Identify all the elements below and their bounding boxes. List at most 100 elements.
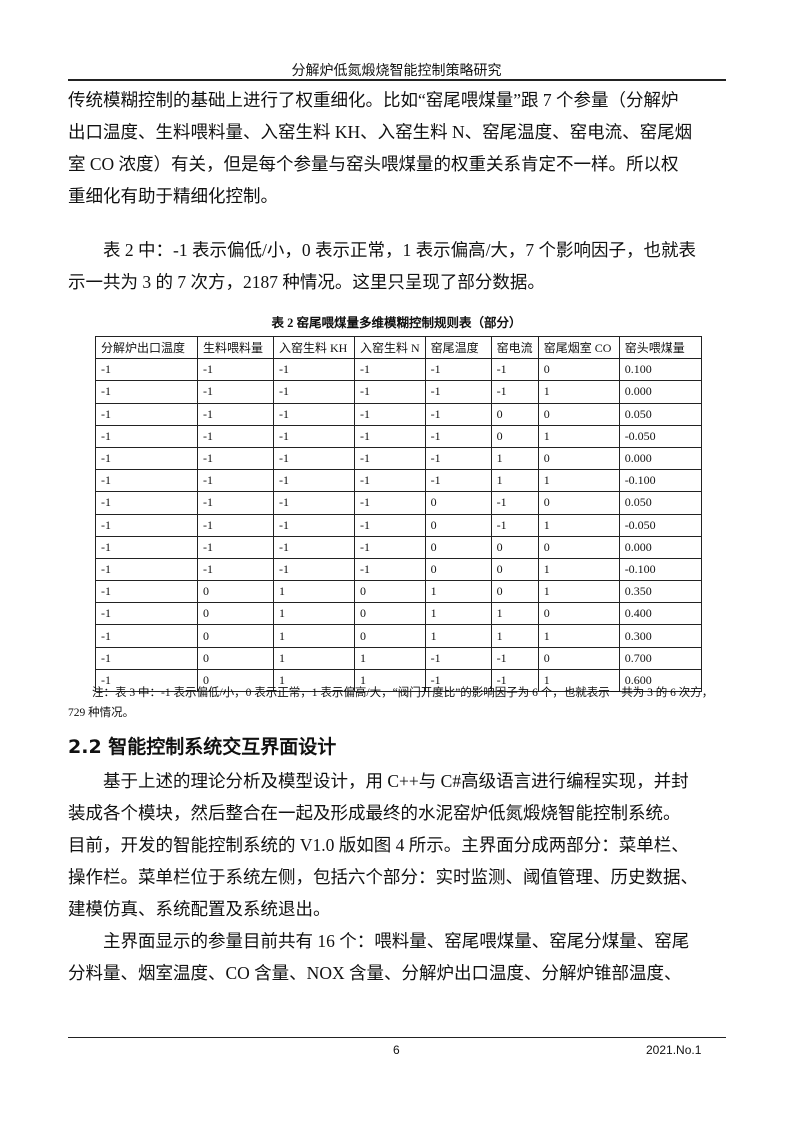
table-cell: -1	[95, 402, 198, 426]
table-cell: -1	[354, 469, 426, 493]
text-line: 目前，开发的智能控制系统的 V1.0 版如图 4 所示。主界面分成两部分：菜单栏…	[68, 835, 689, 855]
table-cell: 0	[490, 580, 539, 604]
table-cell: 1	[273, 580, 355, 604]
paragraph-2: 表 2 中：-1 表示偏低/小，0 表示正常，1 表示偏高/大，7 个影响因子，…	[68, 234, 728, 298]
table-cell: -1	[273, 402, 355, 426]
table-cell: 1	[537, 580, 620, 604]
table-cell: 1	[537, 469, 620, 493]
table-cell: 0	[537, 646, 620, 670]
column-header: 窑尾温度	[424, 335, 492, 360]
table-cell: 0	[537, 446, 620, 471]
table-cell: 1	[273, 646, 355, 670]
table-cell: 0.000	[618, 535, 702, 559]
table-cell: -1	[354, 424, 426, 448]
table-cell: 0	[424, 557, 492, 582]
column-header: 分解炉出口温度	[95, 335, 198, 360]
table-cell: 0	[424, 513, 492, 537]
table-cell: -0.100	[618, 469, 702, 493]
table-cell: 0.050	[618, 491, 702, 515]
table-cell: 1	[537, 424, 620, 448]
table-cell: -1	[424, 380, 492, 404]
table-cell: 1	[490, 624, 539, 648]
table-row: -1 -1 -1 -1 -1 1 1 -0.100	[95, 469, 702, 493]
table-cell: 1	[354, 646, 426, 670]
table-cell: 0.700	[618, 646, 702, 670]
table-cell: -1	[95, 446, 198, 471]
table-cell: 0	[537, 491, 620, 515]
table-cell: -1	[490, 513, 539, 537]
table-cell: -1	[354, 513, 426, 537]
table-cell: -1	[197, 358, 274, 382]
table-row: -1 0 1 1 -1 -1 0 0.700	[95, 646, 702, 670]
table-row: -1 -1 -1 -1 -1 0 1 -0.050	[95, 424, 702, 448]
header-rule	[68, 79, 726, 81]
table-cell: -1	[197, 513, 274, 537]
table-cell: 0	[424, 535, 492, 559]
table-cell: 1	[273, 624, 355, 648]
table-cell: -1	[490, 646, 539, 670]
table-row: -1 -1 -1 -1 -1 -1 1 0.000	[95, 380, 702, 404]
table-cell: -1	[273, 557, 355, 582]
table-cell: 0.000	[618, 380, 702, 404]
table-cell: -1	[424, 424, 492, 448]
table-cell: 1	[490, 469, 539, 493]
table-cell: -1	[273, 424, 355, 448]
table-cell: -1	[354, 402, 426, 426]
table-cell: -1	[197, 469, 274, 493]
text-line: 重细化有助于精细化控制。	[68, 186, 278, 206]
table-cell: -1	[273, 513, 355, 537]
column-header: 入窑生料 KH	[273, 335, 355, 360]
table-cell: 0.400	[618, 602, 702, 626]
table-cell: 1	[490, 602, 539, 626]
rule-table: 分解炉出口温度 生料喂料量 入窑生料 KH 入窑生料 N 窑尾温度 窑电流 窑尾烟室 CO 窑…	[95, 335, 702, 693]
running-header: 分解炉低氮煅烧智能控制策略研究	[291, 64, 502, 79]
table-cell: -1	[95, 358, 198, 382]
table-row: -1 0 1 0 1 1 1 0.300	[95, 624, 702, 648]
table-cell: -0.100	[618, 557, 702, 582]
table-row: -1 -1 -1 -1 0 -1 1 -0.050	[95, 513, 702, 537]
note-line: 729 种情况。	[68, 707, 135, 719]
table-cell: 1	[273, 668, 355, 693]
text-line: 出口温度、生料喂料量、入窑生料 KH、入窑生料 N、窑尾温度、窑电流、窑尾烟	[68, 122, 693, 142]
text-line: 分料量、烟室温度、CO 含量、NOX 含量、分解炉出口温度、分解炉锥部温度、	[68, 963, 682, 983]
table-cell: -1	[354, 446, 426, 471]
table-cell: -1	[95, 424, 198, 448]
table-cell: -1	[95, 646, 198, 670]
table-row: -1 0 1 1 -1 -1 1 0.600	[95, 668, 702, 693]
table-cell: -1	[197, 446, 274, 471]
table-cell: 0	[490, 424, 539, 448]
table-cell: 0	[197, 646, 274, 670]
table-cell: -1	[424, 358, 492, 382]
table-cell: -1	[197, 535, 274, 559]
column-header: 入窑生料 N	[354, 335, 426, 360]
column-header: 窑尾烟室 CO	[537, 335, 620, 360]
table-cell: 1	[424, 602, 492, 626]
table-cell: -1	[197, 380, 274, 404]
table-cell: 0	[424, 491, 492, 515]
table-cell: 0	[537, 358, 620, 382]
issue-number: 2021.No.1	[646, 1043, 702, 1057]
table-cell: 0.350	[618, 580, 702, 604]
table-caption: 表 2 窑尾喂煤量多维模糊控制规则表（部分）	[271, 316, 522, 330]
table-row: -1 -1 -1 -1 -1 -1 0 0.100	[95, 358, 702, 382]
table-cell: -1	[273, 446, 355, 471]
table-cell: 1	[537, 557, 620, 582]
table-cell: 1	[424, 624, 492, 648]
table-cell: 0.100	[618, 358, 702, 382]
table-cell: 0.050	[618, 402, 702, 426]
table-cell: -1	[95, 602, 198, 626]
section-heading: 2.2 智能控制系统交互界面设计	[68, 736, 337, 758]
table-cell: 1	[537, 513, 620, 537]
table-cell: -1	[95, 469, 198, 493]
table-cell: 0	[197, 668, 274, 693]
table-row: -1 -1 -1 -1 -1 0 0 0.050	[95, 402, 702, 426]
table-row: -1 -1 -1 -1 0 0 1 -0.100	[95, 557, 702, 582]
table-cell: -1	[95, 580, 198, 604]
text-line: 装成各个模块，然后整合在一起及形成最终的水泥窑炉低氮煅烧智能控制系统。	[68, 803, 681, 823]
table-cell: 0	[490, 535, 539, 559]
table-row: -1 0 1 0 1 0 1 0.350	[95, 580, 702, 604]
table-cell: 0	[537, 535, 620, 559]
table-cell: -1	[95, 491, 198, 515]
table-cell: 0.000	[618, 446, 702, 471]
table-cell: 0.300	[618, 624, 702, 648]
